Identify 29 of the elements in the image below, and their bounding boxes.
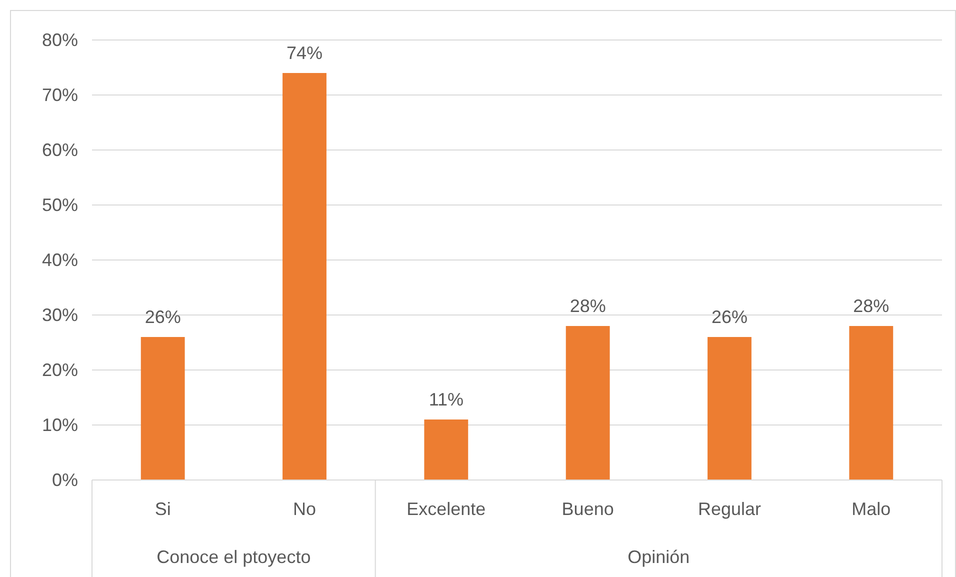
x-tick-label: No	[292, 498, 316, 519]
data-label: 28%	[570, 296, 606, 316]
x-tick-label: Malo	[852, 498, 891, 519]
x-tick-label: Bueno	[562, 498, 614, 519]
y-tick-label: 50%	[42, 194, 78, 215]
text: Conoce el ptoyecto	[156, 547, 311, 567]
x-tick-label: Si	[154, 498, 171, 519]
bar	[566, 326, 610, 480]
bar	[140, 337, 185, 480]
bar	[424, 420, 468, 480]
y-tick-label: 60%	[42, 140, 78, 160]
data-label: 26%	[144, 307, 181, 327]
y-tick-label: 30%	[42, 304, 78, 325]
data-label: 11%	[428, 390, 464, 410]
data-label: 28%	[853, 296, 890, 316]
x-tick-label: Regular	[698, 498, 762, 519]
y-tick-label: 20%	[42, 360, 78, 380]
data-label: 26%	[711, 307, 748, 327]
y-tick-label: 40%	[42, 250, 78, 270]
y-tick-label: 80%	[42, 30, 78, 50]
y-tick-label: 70%	[42, 84, 78, 105]
bar	[708, 337, 752, 480]
x-tick-label: Excelente	[406, 498, 486, 519]
data-label: 74%	[286, 43, 323, 63]
text: Opinión	[628, 547, 690, 567]
y-tick-label: 0%	[52, 470, 78, 490]
y-tick-label: 10%	[42, 414, 78, 435]
bar	[849, 326, 894, 480]
bar	[282, 73, 326, 480]
